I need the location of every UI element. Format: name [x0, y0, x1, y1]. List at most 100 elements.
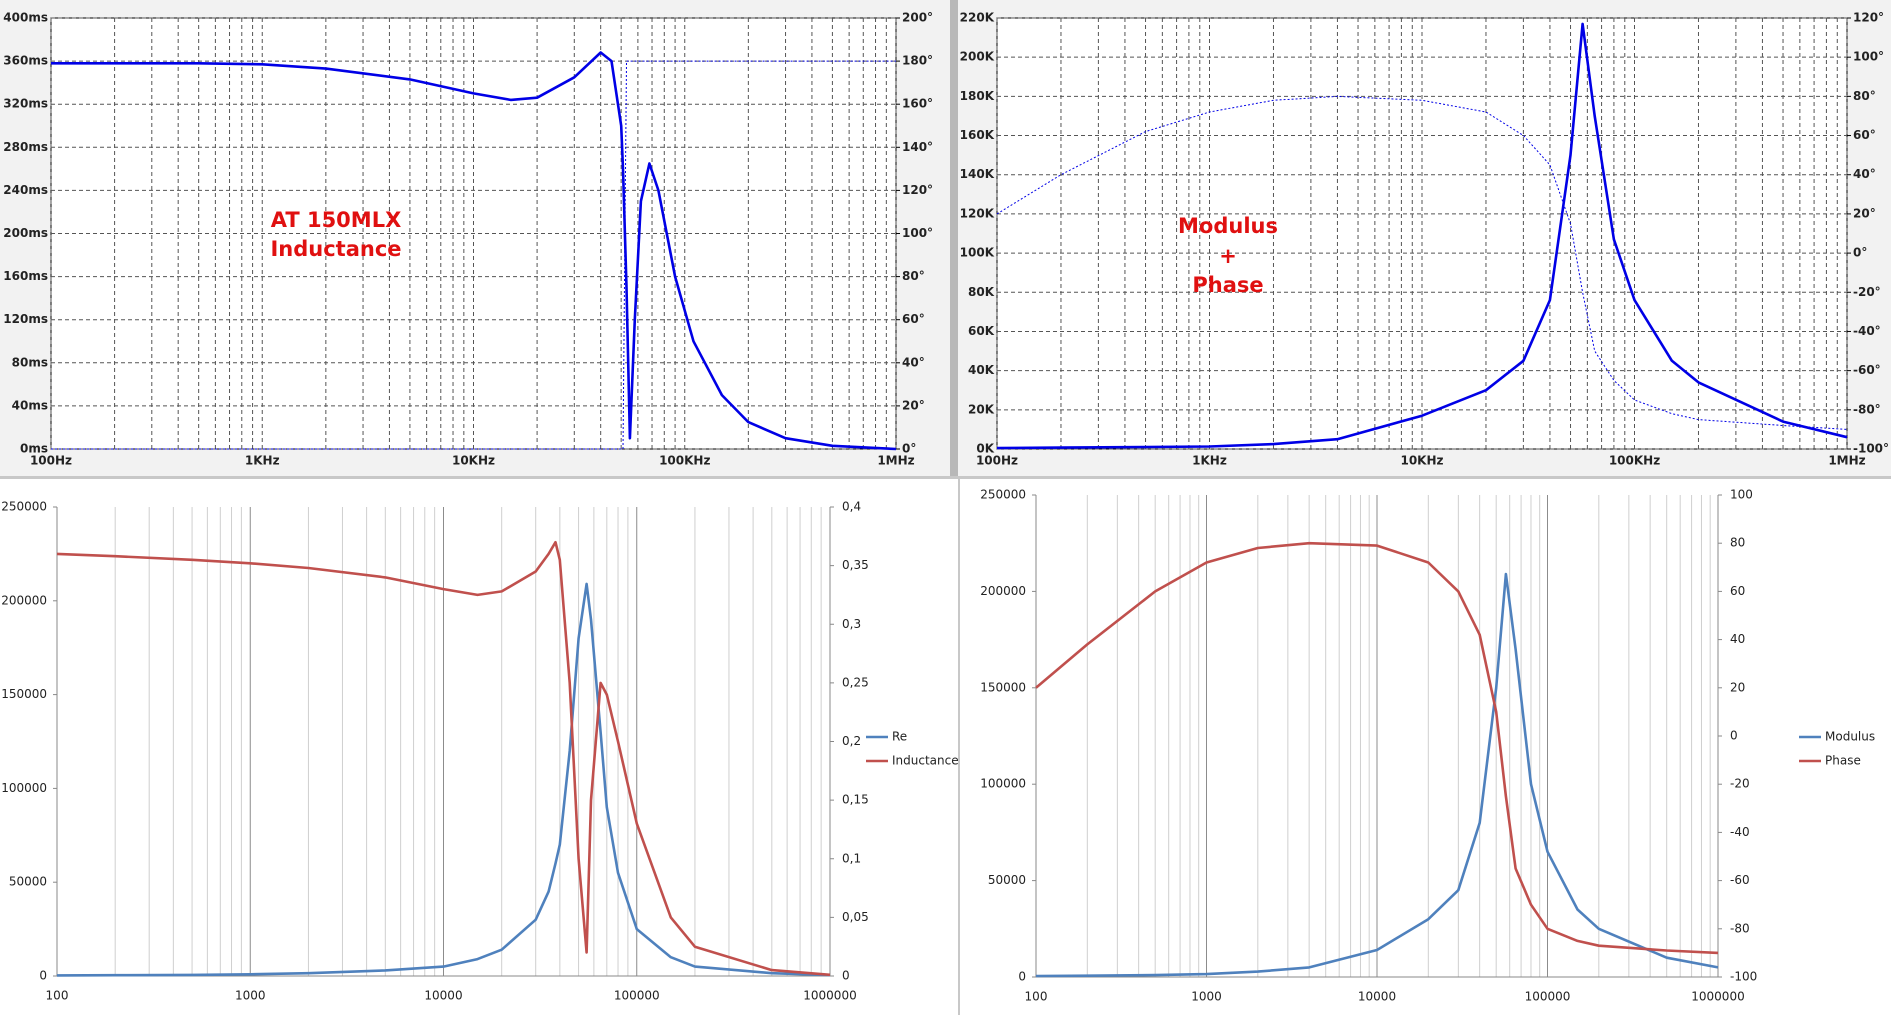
annotation: AT 150MLX: [271, 208, 402, 232]
y2-tick-label: 40: [1730, 632, 1745, 646]
x-tick-label: 1000: [1191, 990, 1222, 1004]
series-line: [1035, 541, 1719, 955]
legend-label: Phase: [1825, 754, 1861, 768]
y2-tick-label: 60°: [1853, 128, 1876, 142]
y2-tick-label: 0: [842, 969, 850, 983]
y2-tick-label: 0,25: [842, 675, 869, 689]
y-tick-label: 0ms: [20, 442, 48, 456]
y-tick-label: 80ms: [12, 355, 48, 369]
y2-tick-label: 0,3: [842, 617, 861, 631]
series-line: [56, 540, 831, 977]
y2-tick-label: 60: [1730, 584, 1745, 598]
y2-tick-label: 180°: [902, 54, 933, 68]
y2-tick-label: 80: [1730, 536, 1745, 550]
x-tick-label: 1000: [235, 989, 266, 1003]
y-tick-label: 0K: [976, 442, 994, 456]
y2-tick-label: -80°: [1853, 402, 1881, 416]
y2-tick-label: 0,4: [842, 500, 861, 514]
y2-tick-label: 0,2: [842, 734, 861, 748]
y2-tick-label: 0,05: [842, 910, 869, 924]
chart: 100 1000 10000 100000 1000000050000100000150…: [1, 500, 958, 1003]
x-tick-label: 1MHz: [1828, 454, 1865, 468]
series-line: [996, 22, 1848, 450]
y2-tick-label: -40: [1730, 825, 1750, 839]
x-tick-label: 100KHz: [1609, 454, 1660, 468]
series-line: [996, 95, 1848, 430]
x-tick-label: 100: [1025, 990, 1048, 1004]
x-tick-label: 10000: [1358, 990, 1396, 1004]
y2-tick-label: 80°: [1853, 89, 1876, 103]
y2-tick-label: 120°: [902, 183, 933, 197]
y2-tick-label: -100°: [1853, 442, 1889, 456]
y2-tick-label: 100: [1730, 488, 1753, 502]
y-tick-label: 80K: [968, 285, 995, 299]
y2-tick-label: -20: [1730, 777, 1750, 791]
y-tick-label: 0: [1018, 970, 1026, 984]
y2-tick-label: 140°: [902, 140, 933, 154]
x-tick-label: 1MHz: [877, 454, 914, 468]
series-line: [56, 582, 831, 977]
y2-tick-label: -80: [1730, 921, 1750, 935]
y-tick-label: 100000: [980, 777, 1026, 791]
y-tick-label: 20K: [968, 402, 995, 416]
y2-tick-label: 40°: [902, 355, 925, 369]
y2-tick-label: 40°: [1853, 167, 1876, 181]
y2-tick-label: -60: [1730, 873, 1750, 887]
annotation: Inductance: [270, 237, 401, 261]
divider: [0, 476, 1891, 479]
y-tick-label: 200ms: [3, 226, 48, 240]
y2-tick-label: 0,35: [842, 558, 869, 572]
y2-tick-label: 20: [1730, 680, 1745, 694]
y-tick-label: 0: [39, 969, 47, 983]
y2-tick-label: 0,1: [842, 851, 861, 865]
y-tick-label: 100K: [960, 246, 995, 260]
x-tick-label: 1KHz: [1192, 454, 1227, 468]
legend-label: Re: [892, 730, 907, 744]
y2-tick-label: 100°: [1853, 50, 1884, 64]
chart: 100Hz 1KHz 10KHz 100KHz 1MHz 0K 20K 40K 60K 80K 10…: [960, 11, 1889, 468]
y2-tick-label: -20°: [1853, 285, 1881, 299]
y2-tick-label: 0°: [1853, 246, 1867, 260]
y2-tick-label: 0°: [902, 442, 916, 456]
divider: [950, 0, 958, 478]
y-tick-label: 200000: [1, 593, 47, 607]
y2-tick-label: -40°: [1853, 324, 1881, 338]
y-tick-label: 360ms: [3, 54, 48, 68]
y-tick-label: 50000: [9, 875, 47, 889]
legend-label: Modulus: [1825, 730, 1875, 744]
y-tick-label: 220K: [960, 11, 995, 25]
y-tick-label: 280ms: [3, 140, 48, 154]
series-line: [51, 60, 896, 450]
y-tick-label: 400ms: [3, 11, 48, 25]
annotation: Phase: [1192, 273, 1263, 297]
x-tick-label: 100000: [1525, 990, 1571, 1004]
y-tick-label: 120ms: [3, 312, 48, 326]
divider: [958, 478, 960, 1015]
y-tick-label: 150000: [1, 687, 47, 701]
y2-tick-label: 20°: [1853, 206, 1876, 220]
y-tick-label: 180K: [960, 89, 995, 103]
y2-tick-label: 20°: [902, 398, 925, 412]
series-line: [1035, 572, 1719, 978]
annotation: Modulus: [1178, 214, 1278, 238]
y2-tick-label: -60°: [1853, 363, 1881, 377]
y-tick-label: 100000: [1, 781, 47, 795]
x-tick-label: 1000000: [1691, 990, 1744, 1004]
y-tick-label: 240ms: [3, 183, 48, 197]
y-tick-label: 40K: [968, 363, 995, 377]
y2-tick-label: 80°: [902, 269, 925, 283]
chart: 100Hz 1KHz 10KHz 100KHz 1MHz 0ms 40ms 80ms 120ms…: [3, 11, 933, 468]
x-tick-label: 10000: [424, 989, 462, 1003]
y-tick-label: 40ms: [12, 398, 48, 412]
x-tick-label: 100000: [614, 989, 660, 1003]
y-tick-label: 250000: [980, 488, 1026, 502]
y-tick-label: 160ms: [3, 269, 48, 283]
chart: 100 1000 10000 100000 1000000050000100000150…: [980, 488, 1875, 1004]
y2-tick-label: 120°: [1853, 11, 1884, 25]
annotation: +: [1219, 244, 1237, 268]
x-tick-label: 10KHz: [1400, 454, 1443, 468]
y2-tick-label: 0: [1730, 729, 1738, 743]
y2-tick-label: 100°: [902, 226, 933, 240]
y-tick-label: 200000: [980, 584, 1026, 598]
